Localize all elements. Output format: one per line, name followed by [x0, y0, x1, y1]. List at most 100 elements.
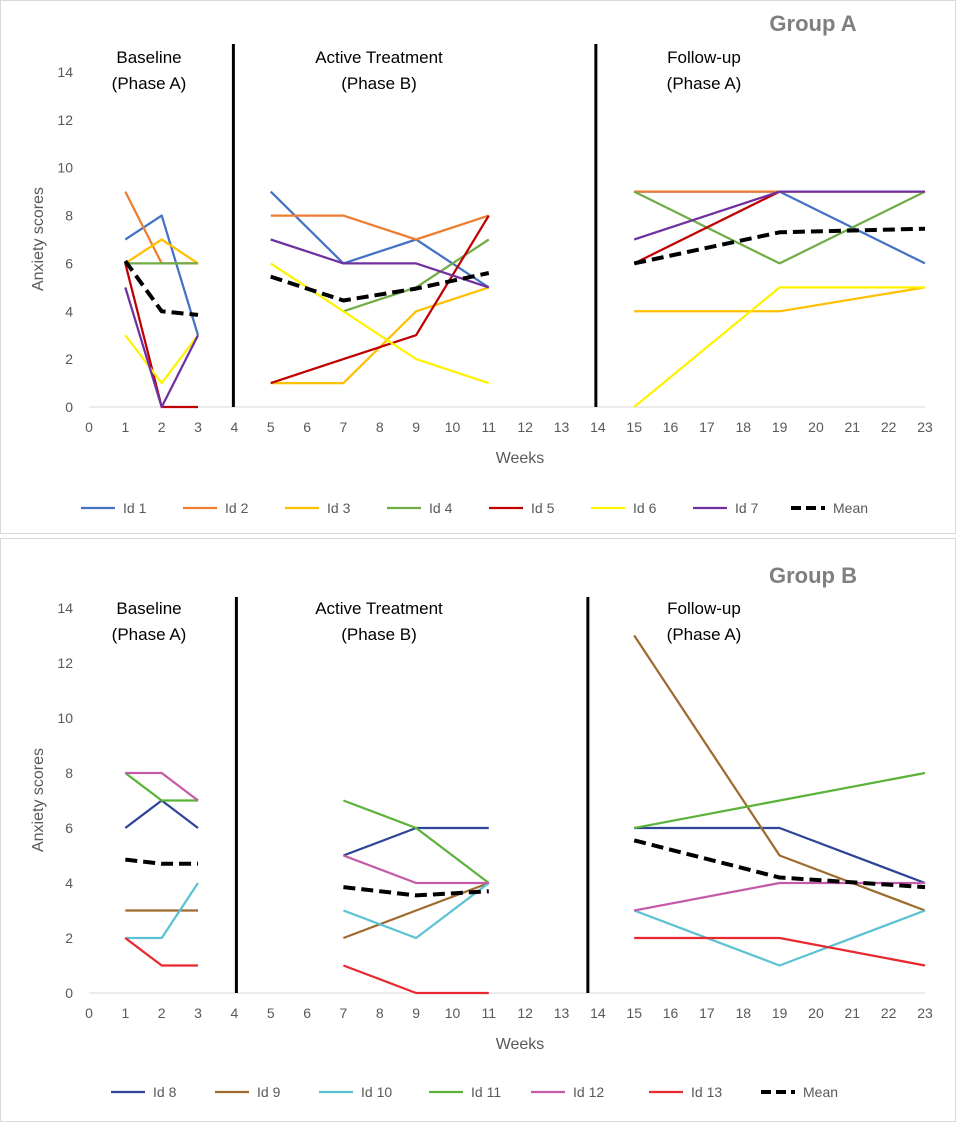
series-line-id-11 — [343, 799, 490, 884]
x-tick-label: 12 — [517, 419, 533, 435]
series-line-id-7 — [270, 238, 490, 289]
x-tick-label: 7 — [340, 1005, 348, 1021]
x-tick-label: 1 — [121, 419, 129, 435]
x-tick-label: 15 — [626, 419, 642, 435]
x-tick-label: 2 — [158, 419, 166, 435]
series-line-id-1 — [269, 190, 490, 289]
phase-label-subtitle: (Phase B) — [341, 74, 417, 93]
legend-label: Id 3 — [327, 500, 351, 516]
series-line-id-8 — [343, 826, 489, 857]
phase-label-title: Baseline — [116, 599, 181, 618]
x-tick-label: 15 — [626, 1005, 642, 1021]
legend-label: Id 7 — [735, 500, 759, 516]
legend-label: Id 12 — [573, 1084, 604, 1100]
series-line-id-11 — [633, 771, 926, 830]
series-line-id-8 — [634, 826, 926, 885]
series-line-id-5 — [124, 263, 198, 409]
x-tick-label: 14 — [590, 419, 606, 435]
series-line-id-2 — [124, 191, 198, 265]
x-tick-label: 16 — [663, 419, 679, 435]
series-line-id-13 — [634, 936, 926, 967]
series-line-mean — [633, 838, 926, 890]
y-tick-label: 12 — [57, 112, 73, 128]
series-line-id-5 — [633, 190, 781, 265]
phase-label-subtitle: (Phase B) — [341, 625, 417, 644]
series-line-mean — [633, 226, 926, 266]
series-line-id-6 — [633, 286, 925, 408]
series-line-id-3 — [634, 286, 926, 313]
phase-label-title: Baseline — [116, 48, 181, 67]
x-axis-title: Weeks — [496, 1036, 545, 1053]
series-line-id-9 — [633, 634, 926, 912]
x-tick-label: 3 — [194, 1005, 202, 1021]
legend-label: Mean — [803, 1084, 838, 1100]
series-line-id-4 — [633, 190, 926, 265]
x-tick-label: 2 — [158, 1005, 166, 1021]
legend-label: Id 9 — [257, 1084, 281, 1100]
x-tick-label: 23 — [917, 1005, 933, 1021]
phase-label-subtitle: (Phase A) — [112, 625, 187, 644]
x-tick-label: 17 — [699, 1005, 715, 1021]
series-line-id-12 — [125, 771, 199, 802]
series-line-id-1 — [124, 214, 200, 336]
x-tick-label: 8 — [376, 1005, 384, 1021]
x-tick-label: 7 — [340, 419, 348, 435]
legend-label: Id 10 — [361, 1084, 392, 1100]
x-tick-label: 6 — [303, 419, 311, 435]
legend-label: Id 4 — [429, 500, 453, 516]
y-tick-label: 8 — [65, 765, 73, 781]
legend-label: Id 5 — [531, 500, 555, 516]
group-b-chart-panel: Group B 0 2 4 6 8 10 12 14 0 1 2 3 4 5 6 7 8 9 10 11 12 13 14 15… — [0, 538, 956, 1122]
y-tick-label: 0 — [65, 399, 73, 415]
series-line-id-10 — [125, 882, 199, 940]
x-tick-label: 0 — [85, 1005, 93, 1021]
legend-label: Id 11 — [471, 1084, 501, 1100]
series-line-id-13 — [343, 964, 489, 995]
x-tick-label: 22 — [881, 419, 897, 435]
series-line-id-2 — [270, 214, 490, 241]
x-tick-label: 4 — [230, 419, 238, 435]
x-tick-label: 23 — [917, 419, 933, 435]
x-tick-label: 21 — [845, 419, 861, 435]
x-tick-label: 6 — [303, 1005, 311, 1021]
series-line-id-10 — [343, 882, 490, 940]
legend-label: Id 8 — [153, 1084, 177, 1100]
x-tick-label: 4 — [230, 1005, 238, 1021]
x-tick-label: 19 — [772, 1005, 788, 1021]
x-tick-label: 18 — [735, 1005, 751, 1021]
y-tick-label: 8 — [65, 208, 73, 224]
series-line-id-9 — [343, 881, 490, 940]
phase-label-subtitle: (Phase A) — [667, 625, 742, 644]
x-tick-label: 8 — [376, 419, 384, 435]
y-tick-label: 4 — [65, 875, 73, 891]
x-tick-label: 21 — [845, 1005, 861, 1021]
x-tick-label: 16 — [663, 1005, 679, 1021]
y-tick-label: 10 — [57, 160, 73, 176]
series-line-id-6 — [124, 334, 199, 385]
phase-label-subtitle: (Phase A) — [112, 74, 187, 93]
x-tick-label: 1 — [121, 1005, 129, 1021]
series-line-id-8 — [124, 799, 199, 829]
legend-label: Id 6 — [633, 500, 657, 516]
x-tick-label: 0 — [85, 419, 93, 435]
x-tick-label: 9 — [412, 419, 420, 435]
x-tick-label: 17 — [699, 419, 715, 435]
x-tick-label: 11 — [482, 1005, 497, 1021]
y-axis-title: Anxiety scores — [30, 748, 47, 852]
series-line-mean — [343, 885, 489, 898]
y-tick-label: 2 — [65, 930, 73, 946]
phase-label-title: Active Treatment — [315, 599, 443, 618]
x-tick-label: 10 — [445, 419, 461, 435]
x-tick-label: 20 — [808, 419, 824, 435]
legend-label: Mean — [833, 500, 868, 516]
series-line-id-10 — [633, 909, 926, 967]
legend-label: Id 13 — [691, 1084, 722, 1100]
phase-label-title: Follow-up — [667, 48, 741, 67]
x-tick-label: 19 — [772, 419, 788, 435]
y-tick-label: 10 — [57, 710, 73, 726]
y-tick-label: 14 — [57, 64, 73, 80]
x-tick-label: 20 — [808, 1005, 824, 1021]
series-line-mean — [125, 857, 198, 866]
